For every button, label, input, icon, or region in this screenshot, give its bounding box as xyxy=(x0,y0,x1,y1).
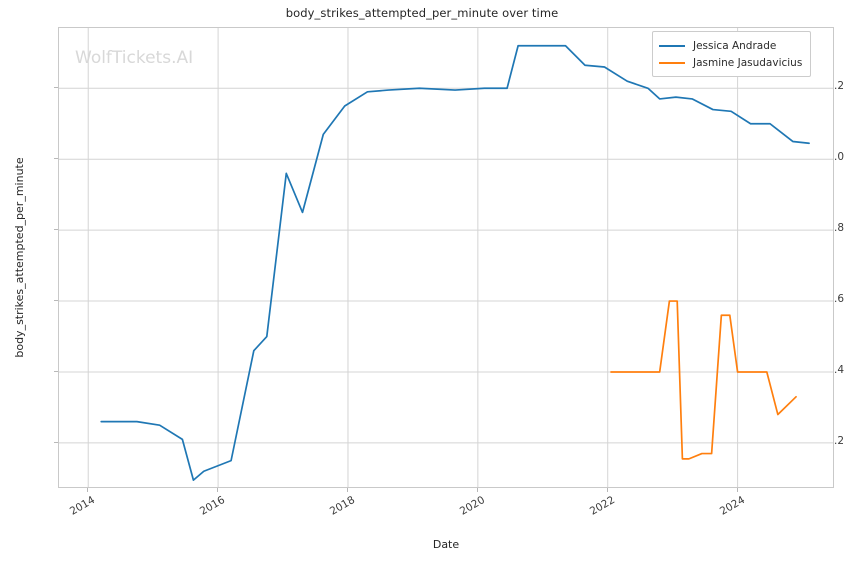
x-tick-label: 2018 xyxy=(327,494,357,518)
y-tick-mark xyxy=(54,300,58,302)
legend-item-series-2[interactable]: Jasmine Jasudavicius xyxy=(659,54,802,71)
series-lines xyxy=(100,44,810,481)
chart-title: body_strikes_attempted_per_minute over t… xyxy=(285,6,559,20)
y-tick-mark xyxy=(54,441,58,443)
x-axis-label: Date xyxy=(432,538,460,551)
x-tick-mark xyxy=(736,488,738,492)
y-tick-mark xyxy=(54,229,58,231)
x-tick-mark xyxy=(346,488,348,492)
series-line-2 xyxy=(610,300,797,460)
y-tick-mark xyxy=(54,370,58,372)
y-axis-label: body_strikes_attempted_per_minute xyxy=(13,157,26,358)
x-tick-mark xyxy=(87,488,89,492)
legend-item-series-1[interactable]: Jessica Andrade xyxy=(659,37,802,54)
gridlines xyxy=(59,28,833,487)
x-tick-label: 2024 xyxy=(717,494,747,518)
x-tick-mark xyxy=(217,488,219,492)
chart-legend: Jessica Andrade Jasmine Jasudavicius xyxy=(652,31,812,77)
y-tick-mark xyxy=(54,87,58,89)
x-tick-mark xyxy=(476,488,478,492)
x-tick-label: 2022 xyxy=(587,494,617,518)
y-tick-mark xyxy=(54,158,58,160)
legend-label-series-1: Jessica Andrade xyxy=(693,39,777,52)
x-tick-mark xyxy=(606,488,608,492)
series-line-1 xyxy=(100,44,810,481)
plot-area: WolfTickets.AI xyxy=(58,27,834,488)
legend-swatch-series-2 xyxy=(659,61,685,64)
legend-swatch-series-1 xyxy=(659,44,685,47)
plot-svg xyxy=(59,28,833,487)
x-tick-label: 2020 xyxy=(457,494,487,518)
legend-label-series-2: Jasmine Jasudavicius xyxy=(693,56,803,69)
x-tick-label: 2014 xyxy=(68,494,98,518)
x-tick-label: 2016 xyxy=(197,494,228,518)
